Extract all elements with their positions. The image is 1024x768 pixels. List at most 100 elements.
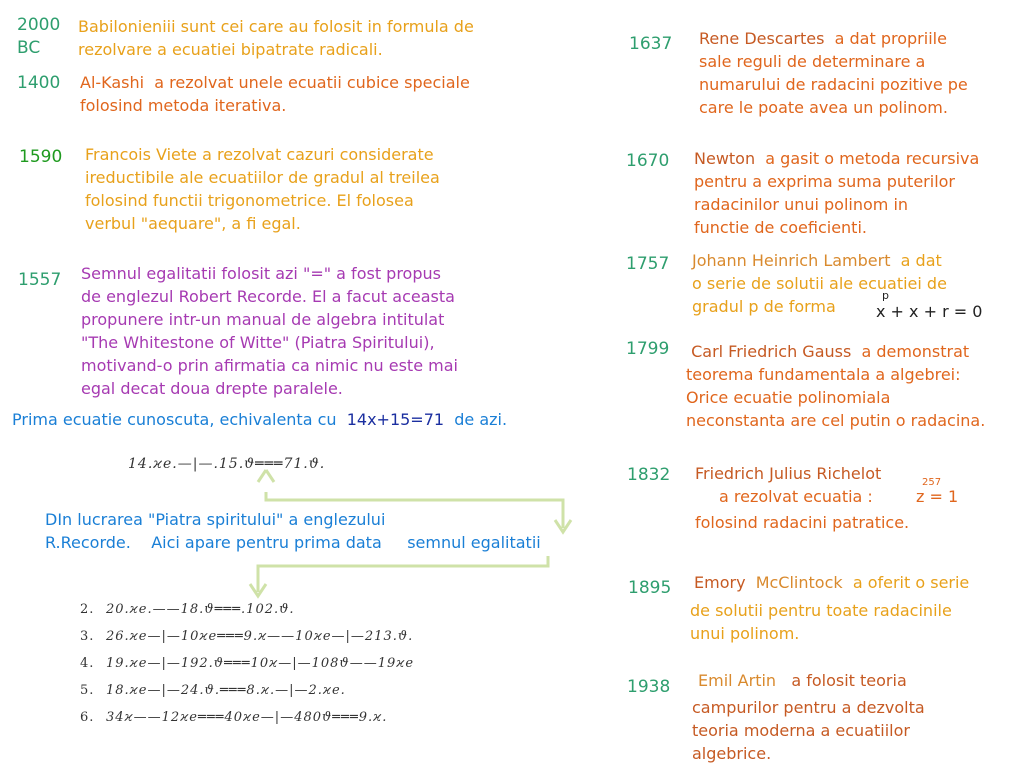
piatra-caption: DIn lucrarea "Piatra spiritului" a engle…: [45, 508, 541, 554]
caption-line: DIn lucrarea "Piatra spiritului" a engle…: [45, 510, 386, 529]
entry-line: a rezolvat ecuatia :: [719, 487, 873, 506]
exponent: p: [882, 289, 889, 302]
first-equation-caption: Prima ecuatie cunoscuta, echivalenta cu …: [12, 408, 507, 431]
person-name: Emil Artin: [698, 671, 777, 690]
entry-line: functie de coeficienti.: [694, 218, 867, 237]
caption-text: semnul egalitatii: [407, 533, 541, 552]
entry-line: o serie de solutii ale ecuatiei de: [692, 274, 947, 293]
mcclintock-cont: de solutii pentru toate radacinile unui …: [690, 599, 952, 645]
descartes-entry: Rene Descartes a dat propriile sale regu…: [699, 27, 968, 119]
entry-line: motivand-o prin afirmatia ca nimic nu es…: [81, 356, 458, 375]
handwritten-equations-block: 2. 20.ϰe.——18.ϑ═══.102.ϑ. 3. 26.ϰe—|—10ϰe══…: [80, 598, 414, 733]
person-name: Newton: [694, 149, 756, 168]
entry-line: rezolvare a ecuatiei bipatrate radicali.: [78, 40, 383, 59]
entry-line: a folosit teoria: [791, 671, 907, 690]
entry-line: neconstanta are cel putin o radacina.: [686, 411, 986, 430]
entry-line: de solutii pentru toate radacinile: [690, 601, 952, 620]
richelot-equation: z = 1: [916, 487, 959, 506]
entry-line: a demonstrat: [861, 342, 970, 361]
handwritten-row: 3. 26.ϰe—|—10ϰe═══9.ϰ——10ϰe—|—213.ϑ.: [80, 625, 414, 652]
entry-line: Semnul egalitatii folosit azi "=" a fost…: [81, 264, 441, 283]
exponent: 257: [922, 477, 942, 488]
handwritten-row: 5. 18.ϰe—|—24.ϑ.═══8.ϰ.—|—2.ϰe.: [80, 679, 414, 706]
equation-text: 14x+15=71: [346, 410, 445, 429]
entry-line: a oferit o serie: [852, 573, 970, 592]
caption-text: Aici apare pentru prima data: [151, 533, 382, 552]
entry-line: numarului de radacini pozitive pe: [699, 75, 968, 94]
row-equation: 34ϰ——12ϰe═══40ϰe—|—480ϑ═══9.ϰ.: [106, 710, 388, 725]
entry-line: Orice ecuatie polinomiala: [686, 388, 891, 407]
entry-line: verbul "aequare", a fi egal.: [85, 214, 301, 233]
lambert-entry: Johann Heinrich Lambert a dat o serie de…: [692, 249, 947, 318]
row-number: 4.: [80, 656, 95, 671]
year-1590: 1590: [19, 147, 63, 167]
entry-line: folosind functii trigonometrice. El folo…: [85, 191, 414, 210]
artin-entry: Emil Artin a folosit teoria: [698, 669, 907, 692]
caption-text: R.Recorde.: [45, 533, 131, 552]
entry-line: Francois Viete a rezolvat cazuri conside…: [85, 145, 434, 164]
gauss-entry: Carl Friedrich Gauss a demonstrat teorem…: [686, 340, 985, 432]
entry-line: algebrice.: [692, 744, 772, 763]
entry-line: a gasit o metoda recursiva: [765, 149, 980, 168]
handwritten-row: 2. 20.ϰe.——18.ϑ═══.102.ϑ.: [80, 598, 414, 625]
entry-line: teorema fundamentala a algebrei:: [686, 365, 961, 384]
handwritten-row: 4. 19.ϰe—|—192.ϑ═══10ϰ—|—108ϑ——19ϰe: [80, 652, 414, 679]
entry-line: gradul p de forma: [692, 297, 836, 316]
year-text: 2000: [17, 15, 61, 35]
entry-line: Babilonieniii sunt cei care au folosit i…: [78, 17, 474, 36]
person-name: Carl Friedrich Gauss: [691, 342, 852, 361]
entry-line: a dat propriile: [834, 29, 947, 48]
alkashi-entry: Al-Kashi a rezolvat unele ecuatii cubice…: [80, 71, 470, 117]
year-1895: 1895: [628, 578, 672, 598]
year-1557: 1557: [18, 270, 62, 290]
row-equation: 18.ϰe—|—24.ϑ.═══8.ϰ.—|—2.ϰe.: [106, 683, 346, 698]
entry-line: folosind metoda iterativa.: [80, 96, 287, 115]
row-equation: 20.ϰe.——18.ϑ═══.102.ϑ.: [106, 602, 295, 617]
entry-line: teoria moderna a ecuatiilor: [692, 721, 910, 740]
person-name: Friedrich Julius Richelot: [695, 464, 882, 483]
row-number: 6.: [80, 710, 95, 725]
person-name: Emory: [694, 573, 746, 592]
year-1400: 1400: [17, 73, 61, 93]
year-2000bc: 2000 BC: [17, 14, 60, 60]
row-number: 2.: [80, 602, 95, 617]
year-1799: 1799: [626, 339, 670, 359]
entry-line: radacinilor unui polinom in: [694, 195, 909, 214]
caption-text: de azi.: [454, 410, 508, 429]
lambert-equation: x + x + r = 0: [876, 302, 983, 321]
entry-line: unui polinom.: [690, 624, 800, 643]
row-number: 3.: [80, 629, 95, 644]
year-1670: 1670: [626, 151, 670, 171]
handwritten-equation: 14.ϰe.—|—.15.ϑ═══71.ϑ.: [128, 456, 326, 472]
year-text: BC: [17, 38, 41, 58]
recorde-entry: Semnul egalitatii folosit azi "=" a fost…: [81, 262, 458, 400]
year-1832: 1832: [627, 465, 671, 485]
entry-line: ireductibile ale ecuatiilor de gradul al…: [85, 168, 440, 187]
row-equation: 19.ϰe—|—192.ϑ═══10ϰ—|—108ϑ——19ϰe: [106, 656, 415, 671]
entry-line: sale reguli de determinare a: [699, 52, 926, 71]
entry-line: "The Whitestone of Witte" (Piatra Spirit…: [81, 333, 435, 352]
artin-cont: campurilor pentru a dezvolta teoria mode…: [692, 696, 925, 765]
handwritten-row: 6. 34ϰ——12ϰe═══40ϰe—|—480ϑ═══9.ϰ.: [80, 706, 414, 733]
entry-line: folosind radacini patratice.: [695, 513, 910, 532]
entry-line: egal decat doua drepte paralele.: [81, 379, 343, 398]
row-number: 5.: [80, 683, 95, 698]
viete-entry: Francois Viete a rezolvat cazuri conside…: [85, 143, 440, 235]
row-equation: 26.ϰe—|—10ϰe═══9.ϰ——10ϰe—|—213.ϑ.: [106, 629, 414, 644]
entry-line: care le poate avea un polinom.: [699, 98, 948, 117]
entry-line: a rezolvat unele ecuatii cubice speciale: [154, 73, 470, 92]
year-1757: 1757: [626, 254, 670, 274]
babylon-entry: Babilonieniii sunt cei care au folosit i…: [78, 15, 474, 61]
person-name: McClintock: [755, 573, 843, 592]
entry-line: campurilor pentru a dezvolta: [692, 698, 925, 717]
year-1938: 1938: [627, 677, 671, 697]
person-name: Rene Descartes: [699, 29, 825, 48]
person-name: Johann Heinrich Lambert: [692, 251, 891, 270]
newton-entry: Newton a gasit o metoda recursiva pentru…: [694, 147, 979, 239]
year-1637: 1637: [629, 34, 673, 54]
person-name: Al-Kashi: [80, 73, 145, 92]
mcclintock-entry: Emory McClintock a oferit o serie: [694, 571, 969, 594]
entry-line: de englezul Robert Recorde. El a facut a…: [81, 287, 455, 306]
entry-line: pentru a exprima suma puterilor: [694, 172, 955, 191]
